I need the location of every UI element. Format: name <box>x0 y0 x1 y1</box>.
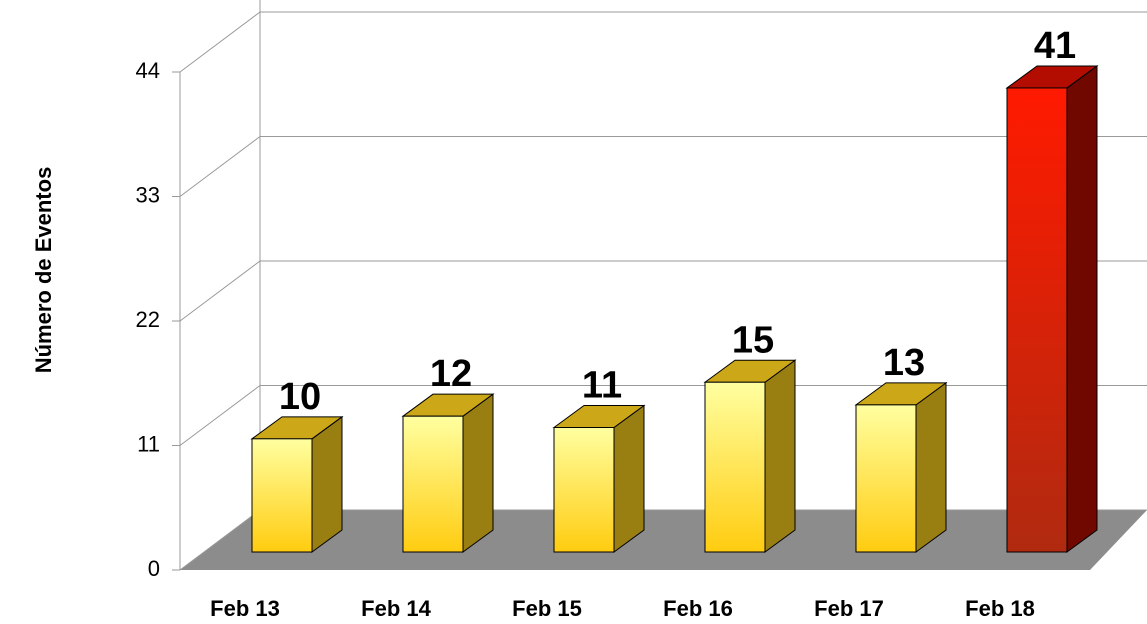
y-tick-label: 22 <box>136 307 160 332</box>
y-tick-label: 33 <box>136 182 160 207</box>
bar-side <box>462 393 494 553</box>
value-label: 41 <box>1034 25 1076 67</box>
bar-side <box>1066 64 1098 553</box>
x-tick-label: Feb 13 <box>210 596 280 621</box>
bar <box>251 438 313 553</box>
bar-side <box>613 404 645 553</box>
y-tick-label: 11 <box>137 431 160 456</box>
x-tick-label: Feb 16 <box>663 596 733 621</box>
bar <box>1006 87 1068 553</box>
bar-side <box>764 359 796 553</box>
y-axis-title: Número de Eventos <box>31 167 56 374</box>
grid-line <box>179 136 261 197</box>
grid-line <box>179 509 261 571</box>
bar-side <box>311 415 343 553</box>
bar <box>402 415 464 553</box>
value-label: 12 <box>430 353 472 395</box>
value-label: 13 <box>883 342 925 384</box>
grid-line <box>179 260 261 322</box>
value-label: 10 <box>279 376 321 418</box>
x-tick-label: Feb 14 <box>361 596 431 621</box>
value-label: 15 <box>732 319 774 361</box>
y-tick-label: 0 <box>148 556 160 581</box>
x-tick-label: Feb 18 <box>965 596 1035 621</box>
value-label: 11 <box>582 365 622 407</box>
grid-line <box>179 385 261 446</box>
x-tick-label: Feb 15 <box>512 596 582 621</box>
bar <box>704 381 766 553</box>
bar-side <box>915 381 947 553</box>
bar <box>855 404 917 553</box>
y-tick-label: 44 <box>136 58 160 83</box>
x-tick-label: Feb 17 <box>814 596 884 621</box>
bar <box>553 427 615 553</box>
grid-line <box>179 11 261 73</box>
